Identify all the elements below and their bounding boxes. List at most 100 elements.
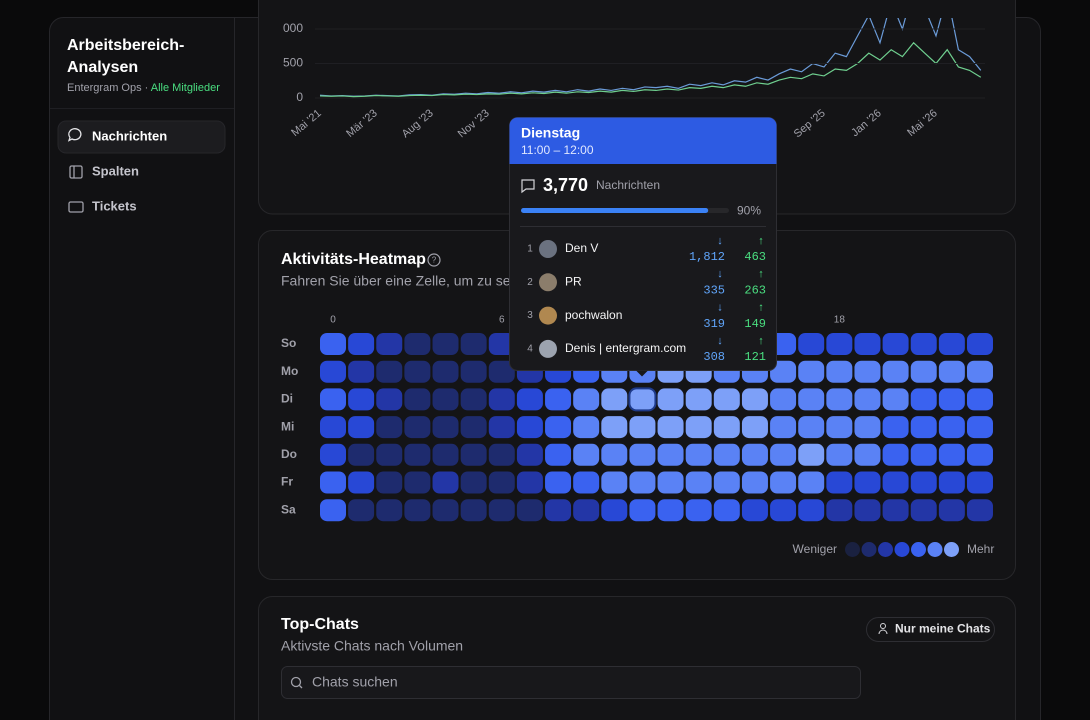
heatmap-cell[interactable]: [882, 416, 909, 439]
heatmap-cell[interactable]: [545, 443, 572, 466]
heatmap-cell[interactable]: [854, 360, 881, 383]
heatmap-cell[interactable]: [629, 416, 656, 439]
heatmap-cell[interactable]: [376, 388, 403, 411]
heatmap-cell[interactable]: [516, 499, 543, 522]
heatmap-cell[interactable]: [938, 443, 965, 466]
heatmap-cell[interactable]: [460, 416, 487, 439]
heatmap-cell[interactable]: [376, 416, 403, 439]
heatmap-cell[interactable]: [741, 443, 768, 466]
heatmap-cell[interactable]: [573, 443, 600, 466]
heatmap-cell[interactable]: [601, 416, 628, 439]
heatmap-cell[interactable]: [910, 416, 937, 439]
heatmap-cell[interactable]: [460, 360, 487, 383]
heatmap-cell[interactable]: [741, 388, 768, 411]
heatmap-cell[interactable]: [966, 443, 993, 466]
heatmap-cell[interactable]: [376, 333, 403, 355]
nav-item[interactable]: Spalten: [92, 163, 139, 178]
heatmap-cell[interactable]: [432, 471, 459, 494]
heatmap-cell[interactable]: [966, 333, 993, 355]
heatmap-cell[interactable]: [685, 471, 712, 494]
heatmap-cell[interactable]: [741, 499, 768, 522]
heatmap-cell[interactable]: [685, 388, 712, 411]
heatmap-cell[interactable]: [770, 443, 797, 466]
heatmap-cell[interactable]: [320, 360, 346, 383]
heatmap-cell[interactable]: [376, 360, 403, 383]
heatmap-cell[interactable]: [657, 443, 684, 466]
heatmap-cell[interactable]: [741, 471, 768, 494]
heatmap-cell[interactable]: [573, 416, 600, 439]
heatmap-cell[interactable]: [798, 443, 825, 466]
nav-active[interactable]: [57, 120, 226, 154]
heatmap-cell[interactable]: [629, 499, 656, 522]
heatmap-cell[interactable]: [404, 499, 431, 522]
heatmap-cell[interactable]: [770, 388, 797, 411]
heatmap-cell[interactable]: [404, 416, 431, 439]
heatmap-cell[interactable]: [573, 471, 600, 494]
heatmap-cell[interactable]: [545, 499, 572, 522]
heatmap-cell[interactable]: [488, 333, 515, 355]
heatmap-cell[interactable]: [882, 333, 909, 355]
heatmap-cell[interactable]: [938, 471, 965, 494]
heatmap-cell[interactable]: [854, 416, 881, 439]
heatmap-cell[interactable]: [826, 416, 853, 439]
heatmap-cell[interactable]: [460, 499, 487, 522]
heatmap-cell[interactable]: [938, 360, 965, 383]
heatmap-cell[interactable]: [657, 499, 684, 522]
heatmap-cell[interactable]: [882, 388, 909, 411]
heatmap-cell[interactable]: [348, 499, 375, 522]
heatmap-cell[interactable]: [741, 416, 768, 439]
heatmap-cell[interactable]: [488, 360, 515, 383]
heatmap-cell[interactable]: [432, 360, 459, 383]
heatmap-cell[interactable]: [460, 388, 487, 411]
heatmap-cell[interactable]: [713, 471, 740, 494]
heatmap-cell[interactable]: [488, 443, 515, 466]
heatmap-cell[interactable]: [938, 416, 965, 439]
heatmap-cell[interactable]: [938, 388, 965, 411]
heatmap-cell[interactable]: [882, 499, 909, 522]
heatmap-cell[interactable]: [516, 388, 543, 411]
heatmap-cell[interactable]: [713, 416, 740, 439]
heatmap-cell[interactable]: [516, 416, 543, 439]
heatmap-cell[interactable]: [404, 471, 431, 494]
heatmap-cell[interactable]: [798, 360, 825, 383]
heatmap-cell[interactable]: [320, 333, 346, 355]
heatmap-cell[interactable]: [460, 333, 487, 355]
heatmap-cell[interactable]: [882, 443, 909, 466]
heatmap-cell[interactable]: [966, 388, 993, 411]
heatmap-cell[interactable]: [685, 443, 712, 466]
heatmap-cell[interactable]: [938, 333, 965, 355]
heatmap-cell[interactable]: [713, 499, 740, 522]
heatmap-cell[interactable]: [629, 443, 656, 466]
heatmap-cell[interactable]: [404, 333, 431, 355]
heatmap-cell[interactable]: [910, 499, 937, 522]
heatmap-cell[interactable]: [348, 443, 375, 466]
heatmap-cell[interactable]: [882, 360, 909, 383]
heatmap-cell[interactable]: [376, 443, 403, 466]
heatmap-cell[interactable]: [854, 388, 881, 411]
search-input[interactable]: [281, 666, 861, 699]
heatmap-cell[interactable]: [432, 388, 459, 411]
heatmap-cell[interactable]: [516, 471, 543, 494]
heatmap-cell[interactable]: [826, 443, 853, 466]
heatmap-cell[interactable]: [460, 443, 487, 466]
heatmap-cell[interactable]: [516, 443, 543, 466]
heatmap-cell[interactable]: [966, 471, 993, 494]
heatmap-cell[interactable]: [629, 471, 656, 494]
heatmap-cell[interactable]: [573, 499, 600, 522]
heatmap-cell[interactable]: [348, 471, 375, 494]
heatmap-cell[interactable]: [966, 499, 993, 522]
heatmap-cell[interactable]: [770, 416, 797, 439]
heatmap-cell[interactable]: [966, 360, 993, 383]
heatmap-cell[interactable]: [854, 499, 881, 522]
heatmap-cell[interactable]: [545, 388, 572, 411]
heatmap-cell[interactable]: [798, 499, 825, 522]
heatmap-cell[interactable]: [601, 388, 628, 411]
heatmap-cell[interactable]: [713, 388, 740, 411]
heatmap-cell[interactable]: [798, 416, 825, 439]
heatmap-cell[interactable]: [432, 416, 459, 439]
heatmap-cell[interactable]: [404, 443, 431, 466]
heatmap-cell[interactable]: [460, 471, 487, 494]
filter-button[interactable]: [866, 617, 995, 642]
heatmap-cell[interactable]: [628, 387, 657, 412]
heatmap-cell[interactable]: [826, 388, 853, 411]
